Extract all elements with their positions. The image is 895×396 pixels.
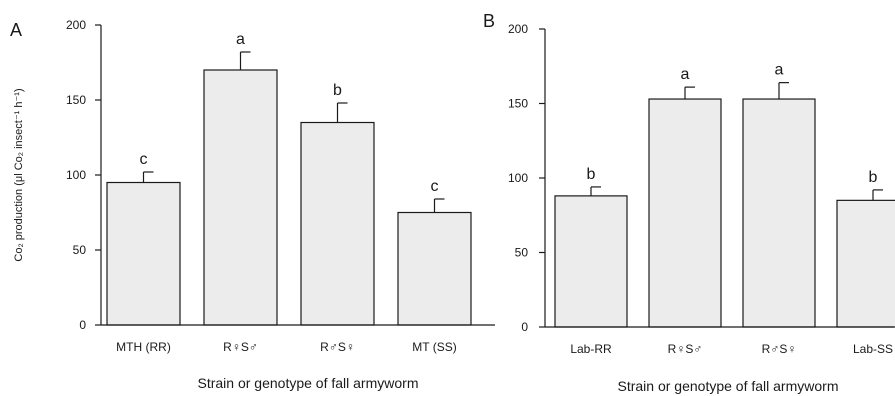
bar [106, 181, 181, 326]
significance-label: c [431, 178, 439, 195]
panel-label: A [10, 20, 22, 40]
bar [397, 211, 472, 326]
x-tick-label: R♀S♂ [668, 342, 703, 356]
significance-label: c [140, 151, 148, 168]
y-tick-label: 100 [66, 168, 86, 182]
significance-label: b [333, 82, 342, 99]
x-tick-label: MTH (RR) [116, 340, 171, 354]
x-tick-label: R♀S♂ [223, 340, 258, 354]
x-tick-label: Lab-RR [570, 342, 612, 356]
x-axis-title: Strain or genotype of fall armyworm [618, 378, 839, 394]
y-tick-label: 50 [515, 246, 529, 260]
significance-label: b [587, 166, 596, 183]
chart-panel-b: Bb Lab-RR a R♀S♂ a R♂S♀ b Lab-SS 0 50 100 150 200 Str… [483, 11, 895, 394]
x-axis-title: Strain or genotype of fall armyworm [198, 375, 419, 391]
y-tick-label: 0 [79, 318, 86, 332]
y-tick-label: 150 [508, 97, 528, 111]
bar [742, 98, 816, 328]
chart-panel-a: Ac MTH (RR) a R♀S♂ b R♂S♀ c MT (SS) 0 50 100 150 200… [10, 18, 495, 391]
x-tick-label: Lab-SS [853, 342, 893, 356]
y-tick-label: 100 [508, 171, 528, 185]
significance-label: a [681, 66, 690, 83]
y-tick-label: 150 [66, 93, 86, 107]
y-tick-label: 200 [66, 18, 86, 32]
bar [300, 121, 375, 326]
significance-label: a [236, 31, 245, 48]
x-tick-label: R♂S♀ [320, 340, 355, 354]
bar [203, 69, 278, 326]
y-tick-label: 200 [508, 22, 528, 36]
bar [836, 199, 895, 328]
x-tick-label: R♂S♀ [762, 342, 797, 356]
bar [554, 195, 628, 328]
significance-label: a [775, 62, 784, 79]
y-axis-title: Co₂ production (μl Co₂ insect⁻¹ h⁻¹) [13, 88, 25, 261]
panel-label: B [483, 11, 495, 31]
bar [648, 98, 722, 328]
x-tick-label: MT (SS) [412, 340, 456, 354]
significance-label: b [869, 169, 878, 186]
y-tick-label: 0 [521, 320, 528, 334]
y-tick-label: 50 [73, 243, 87, 257]
